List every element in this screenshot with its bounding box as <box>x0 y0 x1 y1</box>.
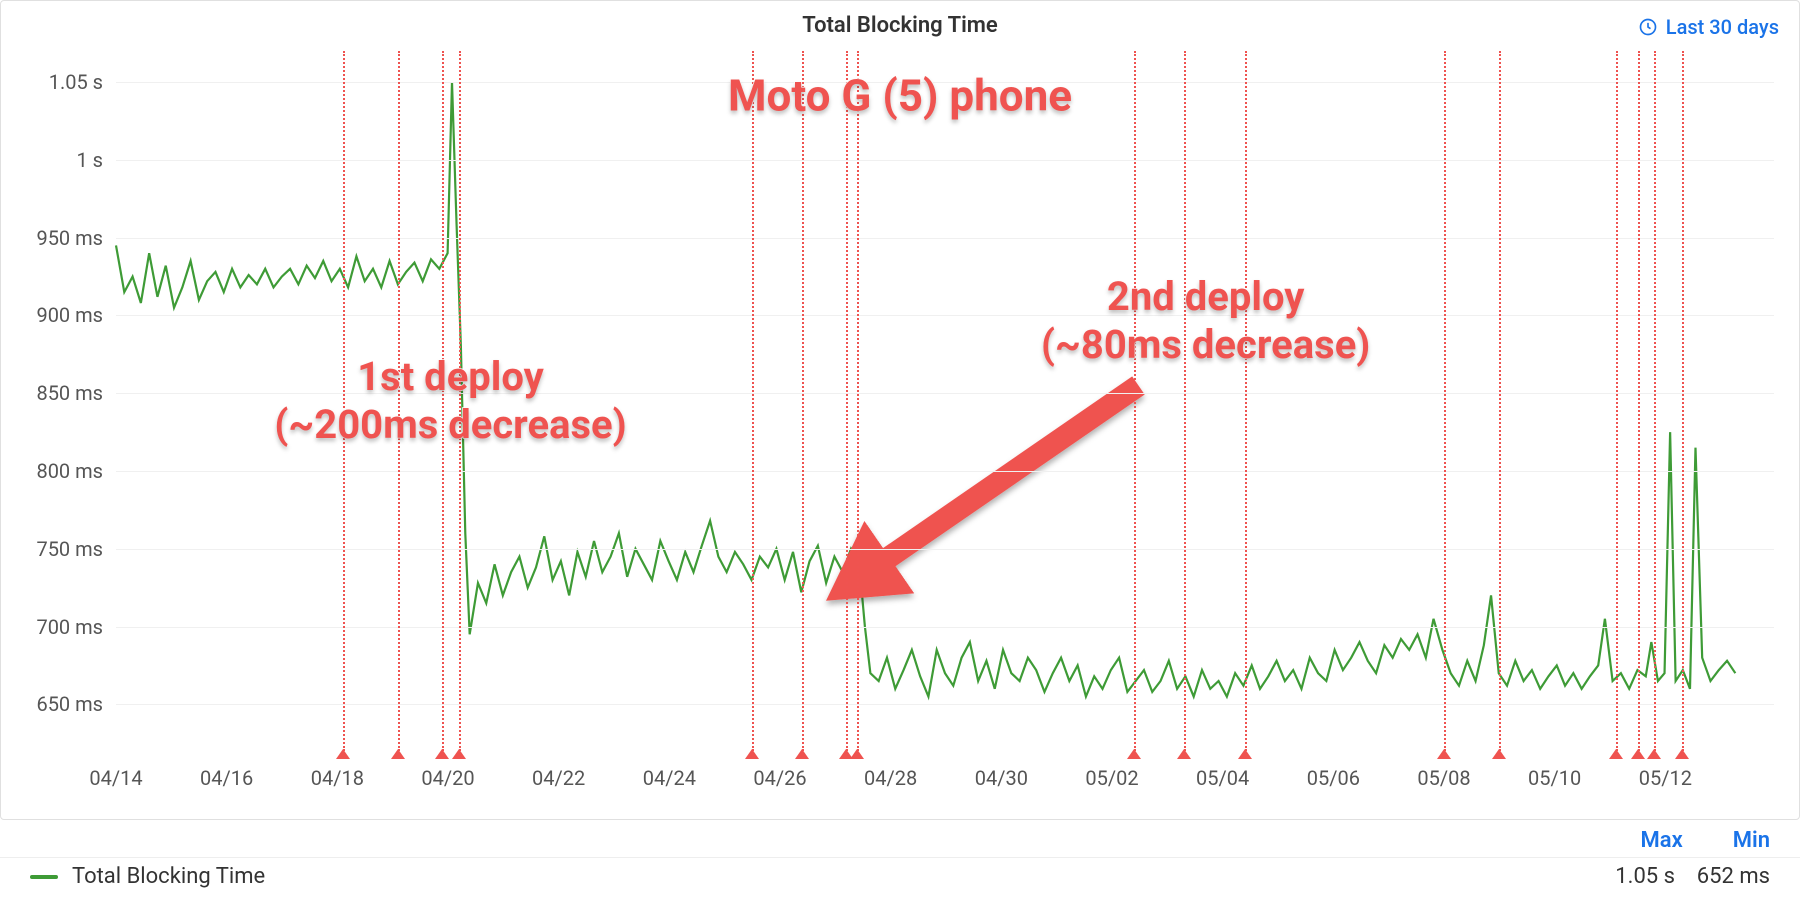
chart-panel: Total Blocking Time Last 30 days 650 ms 7… <box>0 0 1800 820</box>
deploy-marker-icon <box>1675 749 1689 759</box>
deploy-marker-icon <box>850 749 864 759</box>
deploy-line <box>1616 51 1618 751</box>
x-tick-label: 04/22 <box>532 766 585 790</box>
deploy-marker-icon <box>1127 749 1141 759</box>
footer-rows: Total Blocking Time 1.05 s652 ms <box>0 857 1800 895</box>
x-axis: 04/1404/1604/1804/2004/2204/2404/2604/28… <box>116 766 1774 796</box>
deploy-line <box>857 51 859 751</box>
col-max[interactable]: Max <box>1641 828 1683 853</box>
legend-min: 652 ms <box>1675 864 1770 889</box>
deploy-marker-icon <box>1647 749 1661 759</box>
deploy-line <box>1682 51 1684 751</box>
y-tick-label: 1 s <box>76 148 103 172</box>
legend-max: 1.05 s <box>1580 864 1675 889</box>
x-tick-label: 04/14 <box>89 766 142 790</box>
deploy-line <box>1638 51 1640 751</box>
deploy-marker-icon <box>1238 749 1252 759</box>
x-tick-label: 05/06 <box>1307 766 1360 790</box>
annotation-deploy1: 1st deploy(~200ms decrease) <box>274 353 626 449</box>
annotation-arrow <box>868 385 1139 572</box>
x-tick-label: 04/28 <box>864 766 917 790</box>
deploy-marker-icon <box>336 749 350 759</box>
y-axis: 650 ms 700 ms 750 ms 800 ms 850 ms 900 ms 950 … <box>1 51 111 751</box>
x-tick-label: 04/26 <box>753 766 806 790</box>
x-tick-label: 05/02 <box>1085 766 1138 790</box>
deploy-line <box>1444 51 1446 751</box>
y-tick-label: 700 ms <box>36 615 103 639</box>
deploy-line <box>1134 51 1136 751</box>
chart-title: Total Blocking Time <box>1 13 1799 38</box>
x-tick-label: 05/04 <box>1196 766 1249 790</box>
deploy-line <box>1499 51 1501 751</box>
x-tick-label: 05/12 <box>1639 766 1692 790</box>
deploy-marker-icon <box>1631 749 1645 759</box>
clock-icon <box>1638 17 1658 37</box>
legend-footer: Max Min Total Blocking Time 1.05 s652 ms <box>0 820 1800 908</box>
grid-line <box>116 471 1774 472</box>
annotation-title-ann: Moto G (5) phone <box>728 70 1072 123</box>
deploy-marker-icon <box>745 749 759 759</box>
deploy-marker-icon <box>452 749 466 759</box>
deploy-line <box>1654 51 1656 751</box>
y-tick-label: 800 ms <box>36 459 103 483</box>
y-tick-label: 1.05 s <box>49 70 103 94</box>
grid-line <box>116 627 1774 628</box>
footer-header: Max Min <box>0 820 1800 857</box>
y-tick-label: 950 ms <box>36 226 103 250</box>
x-tick-label: 05/08 <box>1417 766 1470 790</box>
x-tick-label: 04/30 <box>975 766 1028 790</box>
time-range-label: Last 30 days <box>1666 15 1779 39</box>
legend-swatch <box>30 875 58 879</box>
time-range-selector[interactable]: Last 30 days <box>1638 15 1779 39</box>
annotation-deploy2: 2nd deploy(~80ms decrease) <box>1041 273 1370 369</box>
deploy-line <box>752 51 754 751</box>
deploy-marker-icon <box>1492 749 1506 759</box>
y-tick-label: 650 ms <box>36 692 103 716</box>
x-tick-label: 04/18 <box>311 766 364 790</box>
deploy-marker-icon <box>795 749 809 759</box>
deploy-marker-icon <box>391 749 405 759</box>
grid-line <box>116 315 1774 316</box>
deploy-marker-icon <box>1177 749 1191 759</box>
deploy-line <box>1245 51 1247 751</box>
y-tick-label: 750 ms <box>36 537 103 561</box>
y-tick-label: 850 ms <box>36 381 103 405</box>
x-tick-label: 05/10 <box>1528 766 1581 790</box>
grid-line <box>116 160 1774 161</box>
x-tick-label: 04/24 <box>643 766 696 790</box>
grid-line <box>116 238 1774 239</box>
deploy-marker-icon <box>1609 749 1623 759</box>
deploy-line <box>846 51 848 751</box>
grid-line <box>116 549 1774 550</box>
legend-label: Total Blocking Time <box>72 864 265 889</box>
grid-line <box>116 704 1774 705</box>
x-tick-label: 04/20 <box>421 766 474 790</box>
col-min[interactable]: Min <box>1733 828 1770 853</box>
legend-row: Total Blocking Time 1.05 s652 ms <box>0 857 1800 895</box>
deploy-line <box>1184 51 1186 751</box>
deploy-marker-icon <box>1437 749 1451 759</box>
x-tick-label: 04/16 <box>200 766 253 790</box>
y-tick-label: 900 ms <box>36 303 103 327</box>
deploy-marker-icon <box>435 749 449 759</box>
deploy-line <box>802 51 804 751</box>
